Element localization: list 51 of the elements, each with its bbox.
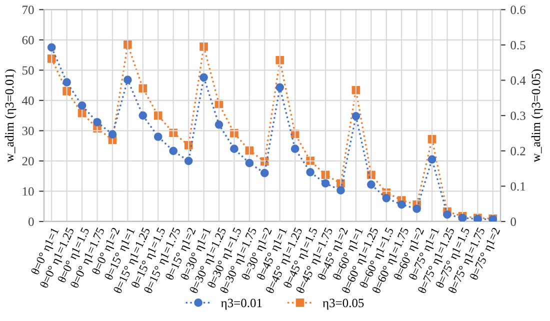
point bbox=[276, 83, 284, 92]
point bbox=[93, 118, 102, 126]
point bbox=[245, 158, 254, 168]
point bbox=[366, 180, 376, 189]
point bbox=[47, 43, 56, 52]
point bbox=[428, 155, 436, 164]
y-tick-label: 60 bbox=[22, 36, 34, 44]
y-axis-title: w_adim (η3=0.01) bbox=[4, 69, 16, 162]
point bbox=[138, 84, 148, 93]
y-tick-label: 40 bbox=[22, 96, 34, 105]
point bbox=[62, 87, 71, 96]
point bbox=[336, 186, 345, 194]
y2-tick-label: 0.4 bbox=[510, 76, 526, 85]
point bbox=[47, 54, 56, 63]
point bbox=[352, 112, 360, 120]
point bbox=[78, 101, 86, 110]
point bbox=[443, 210, 452, 219]
point bbox=[184, 156, 193, 166]
y2-tick-label: 0.5 bbox=[510, 40, 526, 50]
point bbox=[382, 194, 391, 202]
point bbox=[169, 146, 178, 156]
y-tick-label: 20 bbox=[22, 156, 34, 166]
y2-axis-title: w_adim (η3=0.05) bbox=[531, 69, 543, 162]
y-tick-label: 50 bbox=[22, 66, 34, 75]
point bbox=[200, 73, 208, 82]
point bbox=[62, 78, 71, 86]
point bbox=[397, 200, 406, 209]
point bbox=[108, 130, 117, 138]
y-tick-label: 70 bbox=[22, 6, 34, 14]
point bbox=[321, 179, 330, 188]
point bbox=[306, 168, 314, 176]
point bbox=[230, 144, 238, 154]
point bbox=[154, 132, 162, 141]
y2-tick-label: 0.1 bbox=[510, 182, 526, 191]
y2-tick-label: 0 bbox=[510, 218, 516, 226]
y2-tick-label: 0.3 bbox=[510, 112, 526, 120]
point bbox=[138, 111, 148, 120]
point bbox=[124, 40, 132, 49]
y-tick-label: 0 bbox=[28, 218, 34, 226]
y2-tick-label: 0.2 bbox=[510, 146, 526, 156]
point bbox=[124, 76, 132, 84]
legend-label: η3=0.05 bbox=[322, 298, 364, 310]
point bbox=[214, 120, 224, 129]
point bbox=[290, 144, 300, 154]
y2-tick-label: 0.6 bbox=[510, 6, 526, 14]
point bbox=[276, 56, 284, 64]
point bbox=[260, 168, 269, 178]
legend-label: η3=0.01 bbox=[220, 298, 262, 310]
point bbox=[412, 204, 421, 213]
y-tick-label: 30 bbox=[22, 126, 34, 136]
y-tick-label: 10 bbox=[22, 187, 34, 196]
